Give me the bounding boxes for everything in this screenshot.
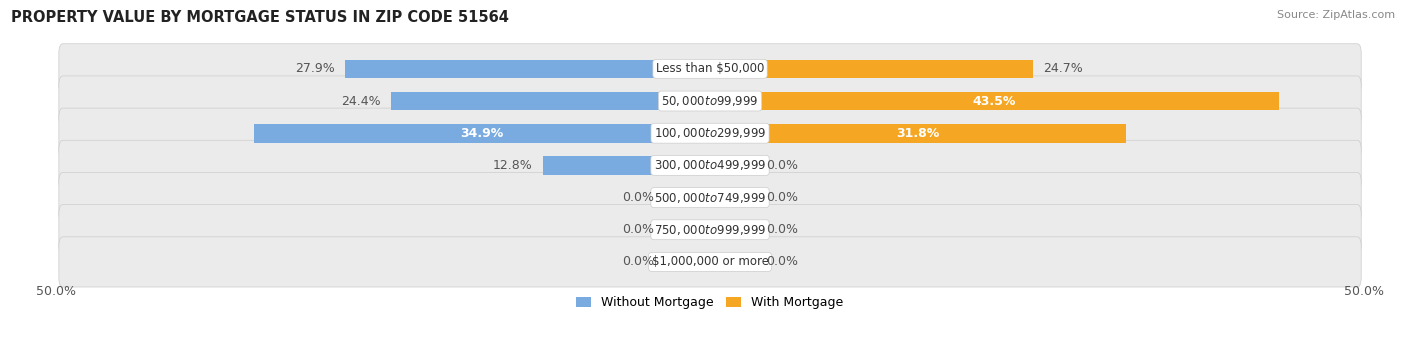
FancyBboxPatch shape bbox=[59, 108, 1361, 158]
FancyBboxPatch shape bbox=[59, 205, 1361, 255]
FancyBboxPatch shape bbox=[59, 140, 1361, 191]
Text: 27.9%: 27.9% bbox=[295, 62, 335, 75]
Text: Source: ZipAtlas.com: Source: ZipAtlas.com bbox=[1277, 10, 1395, 20]
Text: $500,000 to $749,999: $500,000 to $749,999 bbox=[654, 191, 766, 205]
Bar bbox=[664, 220, 710, 239]
Text: 0.0%: 0.0% bbox=[621, 255, 654, 268]
Text: $1,000,000 or more: $1,000,000 or more bbox=[651, 255, 769, 268]
Bar bbox=[710, 124, 1126, 143]
Text: 24.7%: 24.7% bbox=[1043, 62, 1083, 75]
Bar bbox=[543, 156, 710, 175]
Bar bbox=[346, 60, 710, 78]
Text: $100,000 to $299,999: $100,000 to $299,999 bbox=[654, 126, 766, 140]
Text: PROPERTY VALUE BY MORTGAGE STATUS IN ZIP CODE 51564: PROPERTY VALUE BY MORTGAGE STATUS IN ZIP… bbox=[11, 10, 509, 25]
Text: 0.0%: 0.0% bbox=[766, 191, 799, 204]
Text: 0.0%: 0.0% bbox=[621, 191, 654, 204]
Text: $50,000 to $99,999: $50,000 to $99,999 bbox=[661, 94, 759, 108]
FancyBboxPatch shape bbox=[59, 76, 1361, 126]
Text: 43.5%: 43.5% bbox=[973, 94, 1017, 107]
Text: $750,000 to $999,999: $750,000 to $999,999 bbox=[654, 223, 766, 237]
Bar bbox=[710, 92, 1279, 110]
FancyBboxPatch shape bbox=[59, 173, 1361, 223]
Bar bbox=[710, 188, 756, 207]
Bar bbox=[664, 253, 710, 271]
Legend: Without Mortgage, With Mortgage: Without Mortgage, With Mortgage bbox=[571, 292, 849, 314]
Bar bbox=[391, 92, 710, 110]
FancyBboxPatch shape bbox=[59, 237, 1361, 287]
Text: 24.4%: 24.4% bbox=[340, 94, 381, 107]
Text: 0.0%: 0.0% bbox=[766, 255, 799, 268]
Text: $300,000 to $499,999: $300,000 to $499,999 bbox=[654, 158, 766, 173]
Text: 0.0%: 0.0% bbox=[766, 223, 799, 236]
Bar bbox=[664, 188, 710, 207]
Text: 0.0%: 0.0% bbox=[621, 223, 654, 236]
Bar bbox=[710, 220, 756, 239]
FancyBboxPatch shape bbox=[59, 44, 1361, 94]
Bar bbox=[710, 156, 756, 175]
Text: Less than $50,000: Less than $50,000 bbox=[655, 62, 765, 75]
Text: 12.8%: 12.8% bbox=[492, 159, 533, 172]
Text: 31.8%: 31.8% bbox=[896, 127, 939, 140]
Bar bbox=[710, 253, 756, 271]
Bar bbox=[710, 60, 1033, 78]
Text: 34.9%: 34.9% bbox=[460, 127, 503, 140]
Text: 0.0%: 0.0% bbox=[766, 159, 799, 172]
Bar bbox=[253, 124, 710, 143]
